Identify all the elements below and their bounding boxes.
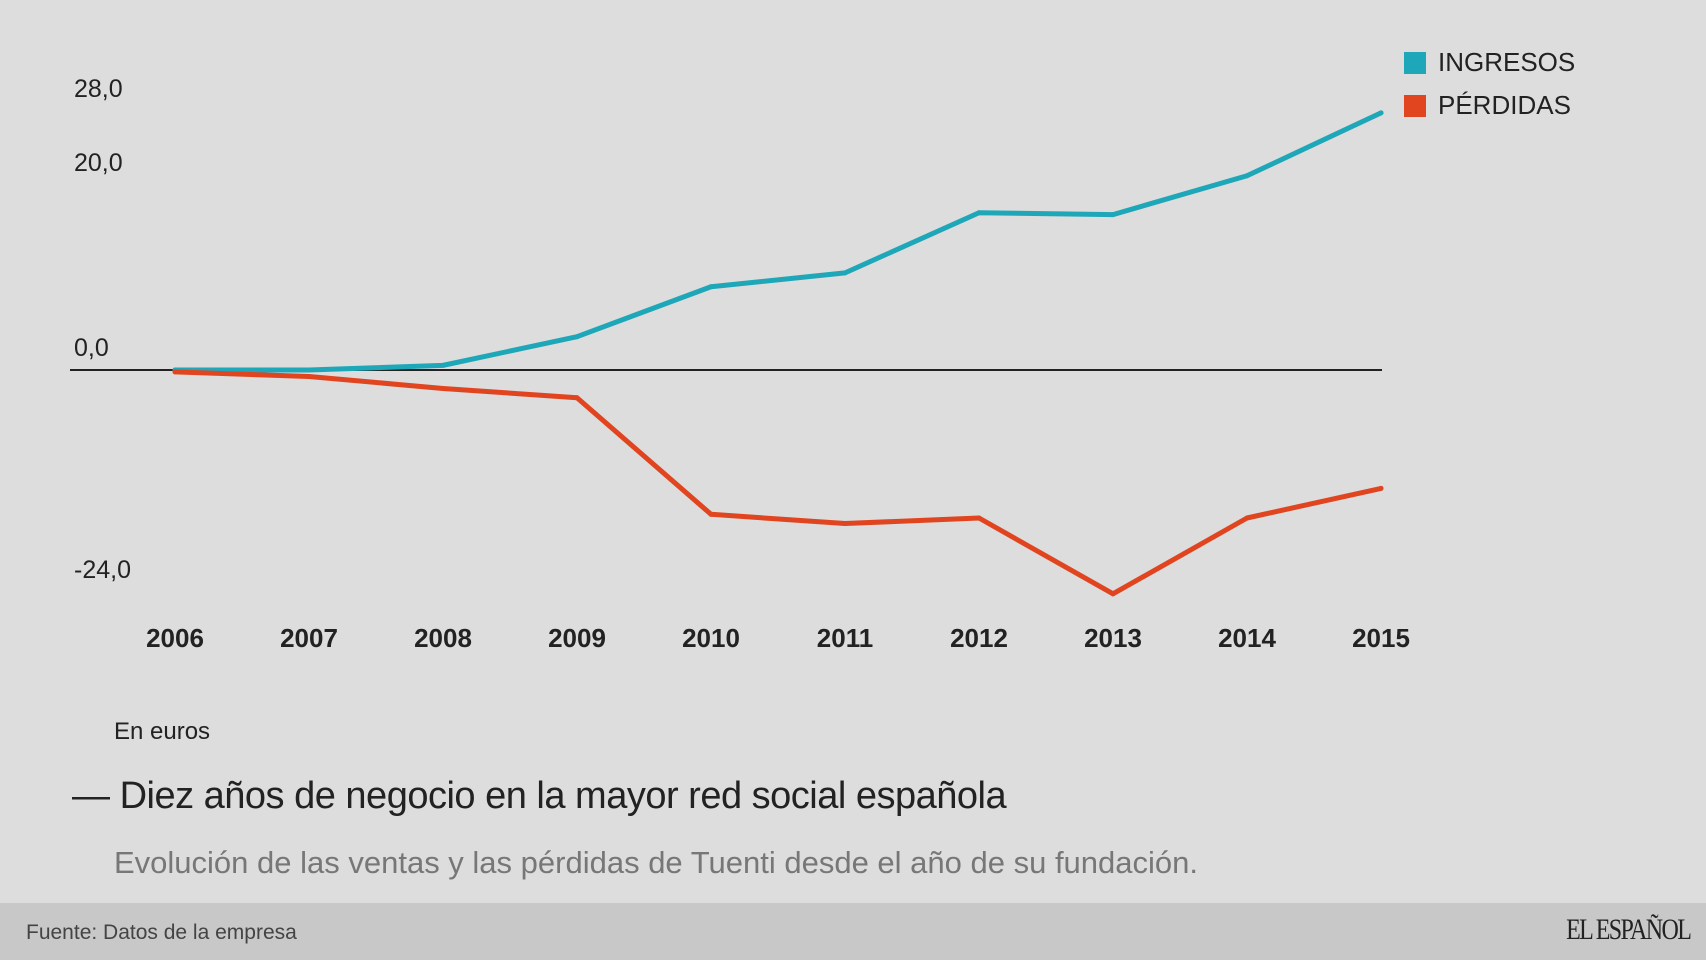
data-point [440,362,446,368]
legend-perdidas: PÉRDIDAS [1404,90,1571,121]
data-point [976,515,982,521]
series-line-perdidas [172,369,1384,597]
x-tick-label: 2012 [950,623,1008,653]
x-tick-label: 2010 [682,623,740,653]
data-point [1110,212,1116,218]
data-point [1244,173,1250,179]
x-tick-label: 2013 [1084,623,1142,653]
legend-label: PÉRDIDAS [1438,90,1571,120]
chart-title-text: Diez años de negocio en la mayor red soc… [119,775,1007,817]
data-point [574,395,580,401]
data-point [842,270,848,276]
data-point [842,521,848,527]
data-point [1110,591,1116,597]
y-tick-label: -24,0 [74,556,131,584]
data-point [1244,515,1250,521]
chart-title: — Diez años de negocio en la mayor red s… [72,775,1007,817]
source-note: Fuente: Datos de la empresa [26,921,297,944]
series-line-ingresos [172,110,1384,373]
x-tick-label: 2014 [1218,623,1276,653]
el-espanol-logo: EL ESPAÑOL [1565,913,1692,946]
legend-swatch-ingresos [1404,52,1426,74]
data-point [306,373,312,379]
chart-subtitle: Evolución de las ventas y las pérdidas d… [114,845,1199,880]
legend-label: INGRESOS [1438,47,1576,77]
data-point [708,284,714,290]
data-point [708,511,714,517]
x-tick-label: 2006 [146,623,204,653]
data-point [440,386,446,391]
footer: Fuente: Datos de la empresa EL ESPAÑOL [0,903,1706,960]
x-tick-label: 2009 [548,623,606,653]
y-tick-label: 0,0 [74,334,109,362]
data-point [1378,110,1384,116]
data-point [172,369,178,375]
x-tick-label: 2008 [414,623,472,653]
data-point [306,367,312,373]
legend-swatch-perdidas [1404,95,1426,117]
data-point [1378,485,1384,491]
unit-note: En euros [114,718,211,745]
y-tick-label: 20,0 [74,149,123,177]
data-point [574,334,580,340]
x-tick-label: 2007 [280,623,338,653]
y-tick-label: 28,0 [74,75,123,103]
line-chart: 28,0 20,0 0,0 -24,0 2006 2007 2008 2009 2010 2011… [70,75,1410,653]
x-tick-label: 2011 [817,623,873,653]
legend-ingresos: INGRESOS [1404,47,1575,78]
data-point [976,210,982,216]
x-tick-label: 2015 [1352,623,1410,653]
